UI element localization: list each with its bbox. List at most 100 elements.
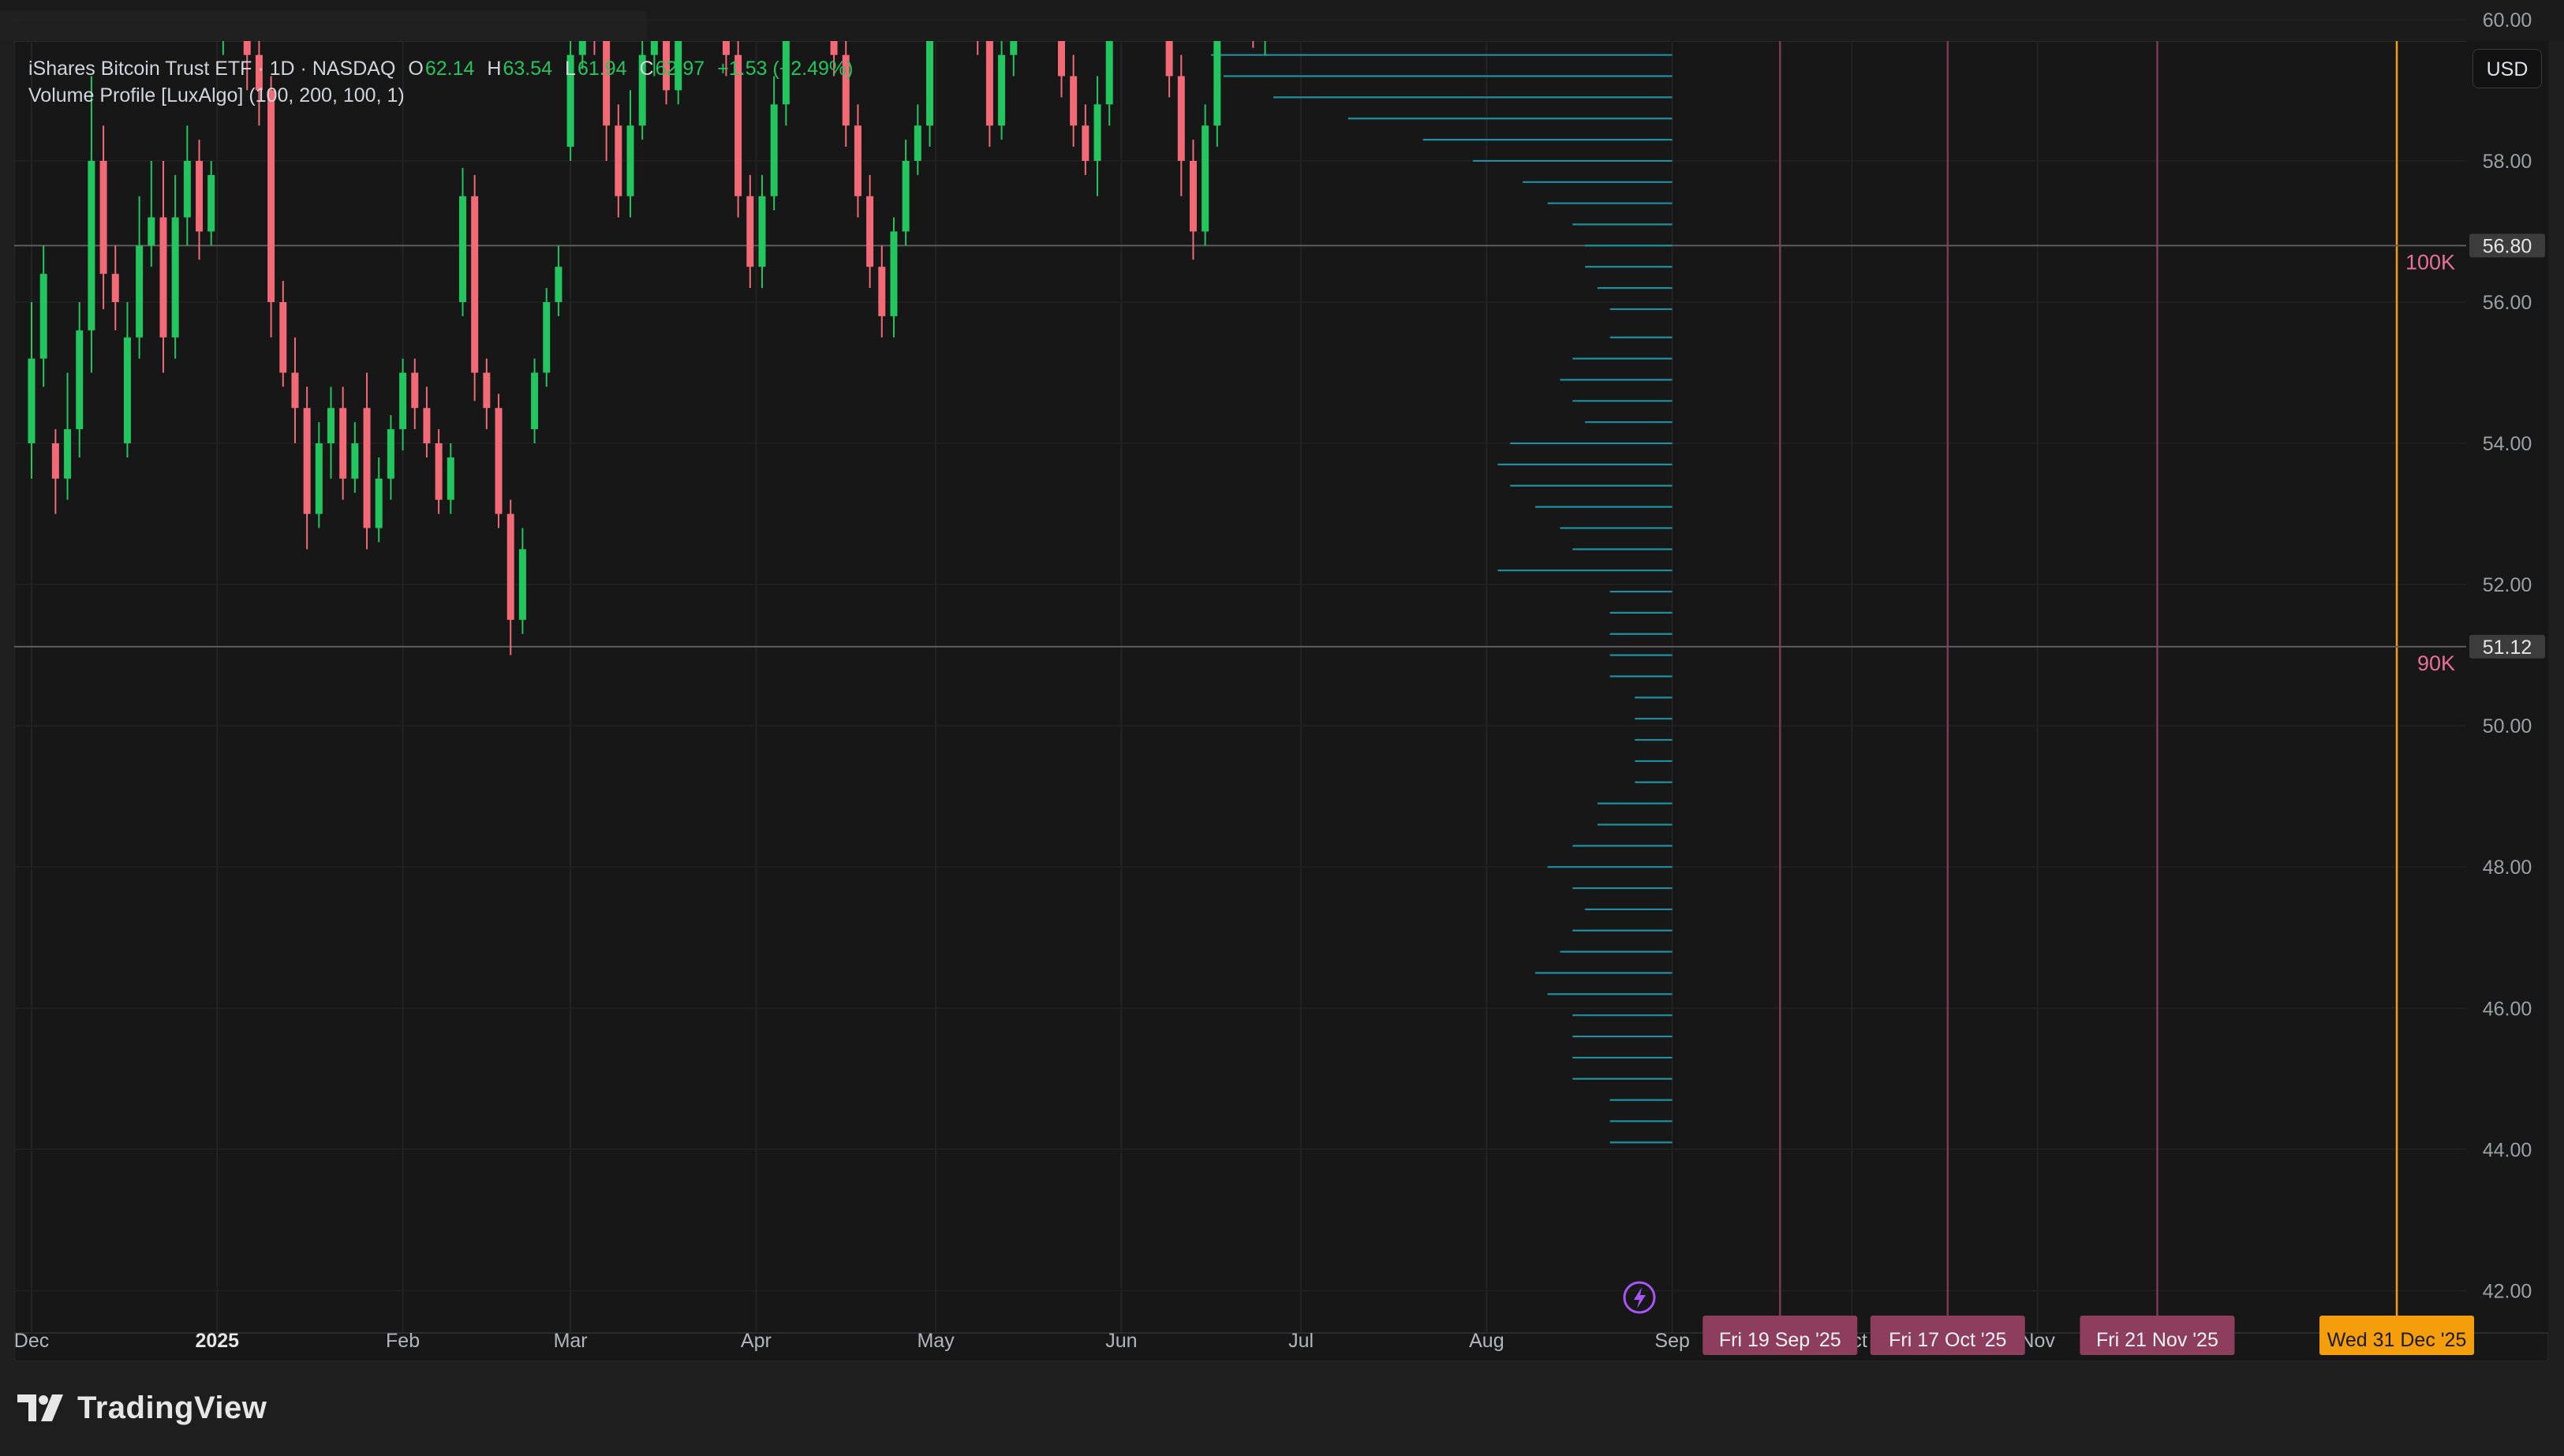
candle-down [411, 358, 419, 430]
candle-down [593, 41, 596, 55]
candle-body [159, 217, 167, 338]
grid-lines [14, 19, 2466, 1333]
candle-up [555, 245, 563, 316]
candle-body [51, 443, 59, 479]
candle-down [1250, 0, 1257, 48]
candle-up [64, 372, 72, 500]
level-price-text: 56.80 [2483, 235, 2532, 257]
symbol-title[interactable]: iShares Bitcoin Trust ETF · 1D · NASDAQ [28, 58, 396, 80]
event-date-pill [2080, 1316, 2235, 1355]
indicator-title[interactable]: Volume Profile [LuxAlgo] (100, 200, 100,… [28, 84, 405, 106]
candle-up [1105, 41, 1113, 126]
candle-body [1070, 76, 1078, 126]
candle-body [303, 408, 311, 514]
y-tick-label: 50.00 [2483, 715, 2532, 737]
candle-body [663, 41, 671, 91]
candle-body [351, 443, 359, 479]
candle-body [123, 337, 131, 444]
candle-body [890, 231, 898, 316]
y-tick-label: 48.00 [2483, 857, 2532, 879]
candle-up [1010, 41, 1018, 77]
price-levels [14, 245, 2466, 648]
candle-body [902, 160, 910, 232]
candle-body [746, 196, 754, 267]
level-price-text: 51.12 [2483, 637, 2532, 659]
candle-body [255, 54, 263, 91]
candle-body [770, 104, 778, 196]
candle-body [866, 196, 874, 267]
x-tick-label: Feb [386, 1330, 420, 1352]
candle-up [399, 358, 407, 451]
lightning-icon[interactable] [1623, 1281, 1656, 1314]
candle-down [303, 386, 311, 550]
x-tick-label: Sep [1654, 1330, 1689, 1352]
candle-body [1285, 0, 1292, 20]
tradingview-logo-icon [17, 1394, 63, 1421]
candle-body [363, 408, 371, 528]
candle-body [196, 160, 204, 232]
candle-up [88, 76, 95, 373]
candle-down [291, 337, 299, 444]
close-value: 62.97 [655, 58, 705, 80]
candle-body [578, 41, 586, 55]
candle-down [495, 394, 503, 528]
candle-up [1298, 0, 1305, 34]
candle-down [615, 104, 622, 218]
chart-legend: iShares Bitcoin Trust ETF · 1D · NASDAQ O… [28, 55, 853, 109]
candle-down [1165, 41, 1173, 98]
candle-body [555, 267, 563, 302]
candle-body [543, 302, 551, 373]
candle-down [99, 125, 107, 309]
candle-down [243, 41, 251, 91]
candle-body [985, 41, 993, 126]
candle-body [411, 372, 419, 409]
event-date-text: Wed 31 Dec '25 [2327, 1329, 2467, 1351]
event-date-pill [2319, 1316, 2475, 1355]
currency-button[interactable]: USD [2472, 49, 2542, 88]
open-label: O [408, 58, 424, 80]
candle-up [232, 0, 239, 6]
ohlc-line: iShares Bitcoin Trust ETF · 1D · NASDAQ O… [28, 55, 853, 82]
candle-body [458, 196, 466, 302]
candle-body [974, 0, 981, 34]
candle-body [64, 429, 72, 479]
event-date-pill [1702, 1316, 1858, 1355]
chart-panel[interactable] [14, 41, 2548, 1361]
tradingview-logo[interactable]: TradingView [17, 1388, 267, 1428]
candle-body [399, 372, 407, 430]
candle-body [1250, 0, 1257, 34]
low-value: 61.94 [577, 58, 627, 80]
candle-up [28, 302, 36, 479]
candle-down [1177, 54, 1185, 196]
candle-body [327, 408, 335, 444]
level-price-badge [2469, 634, 2545, 659]
candle-up [638, 41, 646, 140]
candle-body [495, 408, 503, 514]
candle-body [447, 457, 454, 500]
fib-label: 100K [2405, 250, 2455, 274]
candle-body [171, 217, 179, 338]
change-value: +1.53 (+2.49%) [717, 58, 854, 80]
candle-up [1226, 0, 1233, 34]
candle-down [111, 245, 119, 330]
candle-body [99, 160, 107, 274]
x-tick-label: Aug [1469, 1330, 1504, 1352]
candle-body [758, 196, 766, 267]
candle-body [76, 330, 84, 430]
candle-up [136, 196, 144, 359]
candle-body [603, 41, 611, 126]
candle-body [148, 217, 155, 246]
candle-up [926, 41, 933, 147]
candle-body [1010, 41, 1018, 55]
x-tick-label: May [917, 1330, 955, 1352]
volume-profile [1211, 54, 1673, 1144]
x-tick-label: Mar [554, 1330, 588, 1352]
candle-down [423, 386, 431, 457]
candle-up [1273, 0, 1280, 6]
candle-body [794, 0, 802, 20]
candle-body [926, 41, 933, 126]
candle-up [794, 0, 802, 34]
candle-down [483, 358, 491, 430]
candle-up [543, 288, 551, 387]
